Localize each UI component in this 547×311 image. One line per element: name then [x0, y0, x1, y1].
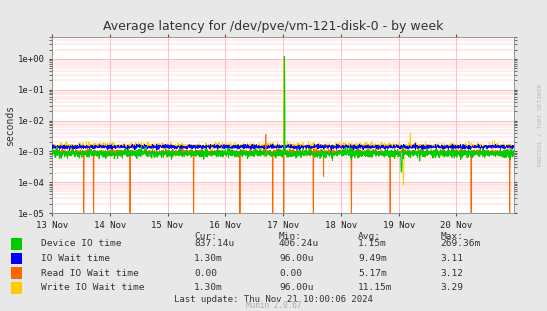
Text: 1.15m: 1.15m [358, 239, 387, 248]
Text: 96.00u: 96.00u [279, 254, 313, 263]
Text: 269.36m: 269.36m [440, 239, 481, 248]
Text: Device IO time: Device IO time [41, 239, 121, 248]
Text: RRDTOOL / TOBI OETIKER: RRDTOOL / TOBI OETIKER [538, 83, 543, 166]
Text: 96.00u: 96.00u [279, 283, 313, 292]
Text: 3.11: 3.11 [440, 254, 463, 263]
Text: Write IO Wait time: Write IO Wait time [41, 283, 144, 292]
Text: IO Wait time: IO Wait time [41, 254, 110, 263]
Text: 9.49m: 9.49m [358, 254, 387, 263]
Text: 406.24u: 406.24u [279, 239, 319, 248]
Text: 3.12: 3.12 [440, 269, 463, 277]
Y-axis label: seconds: seconds [5, 104, 15, 146]
Text: Min:: Min: [279, 232, 302, 241]
Text: Cur:: Cur: [194, 232, 217, 241]
Text: 5.17m: 5.17m [358, 269, 387, 277]
Text: Munin 2.0.67: Munin 2.0.67 [246, 301, 301, 310]
Text: Avg:: Avg: [358, 232, 381, 241]
Text: Max:: Max: [440, 232, 463, 241]
Text: 1.30m: 1.30m [194, 283, 223, 292]
Text: Average latency for /dev/pve/vm-121-disk-0 - by week: Average latency for /dev/pve/vm-121-disk… [103, 20, 444, 33]
Text: 0.00: 0.00 [279, 269, 302, 277]
Text: 1.30m: 1.30m [194, 254, 223, 263]
Text: Read IO Wait time: Read IO Wait time [41, 269, 139, 277]
Text: 0.00: 0.00 [194, 269, 217, 277]
Text: 3.29: 3.29 [440, 283, 463, 292]
Text: 837.14u: 837.14u [194, 239, 235, 248]
Text: Last update: Thu Nov 21 10:00:06 2024: Last update: Thu Nov 21 10:00:06 2024 [174, 295, 373, 304]
Text: 11.15m: 11.15m [358, 283, 393, 292]
